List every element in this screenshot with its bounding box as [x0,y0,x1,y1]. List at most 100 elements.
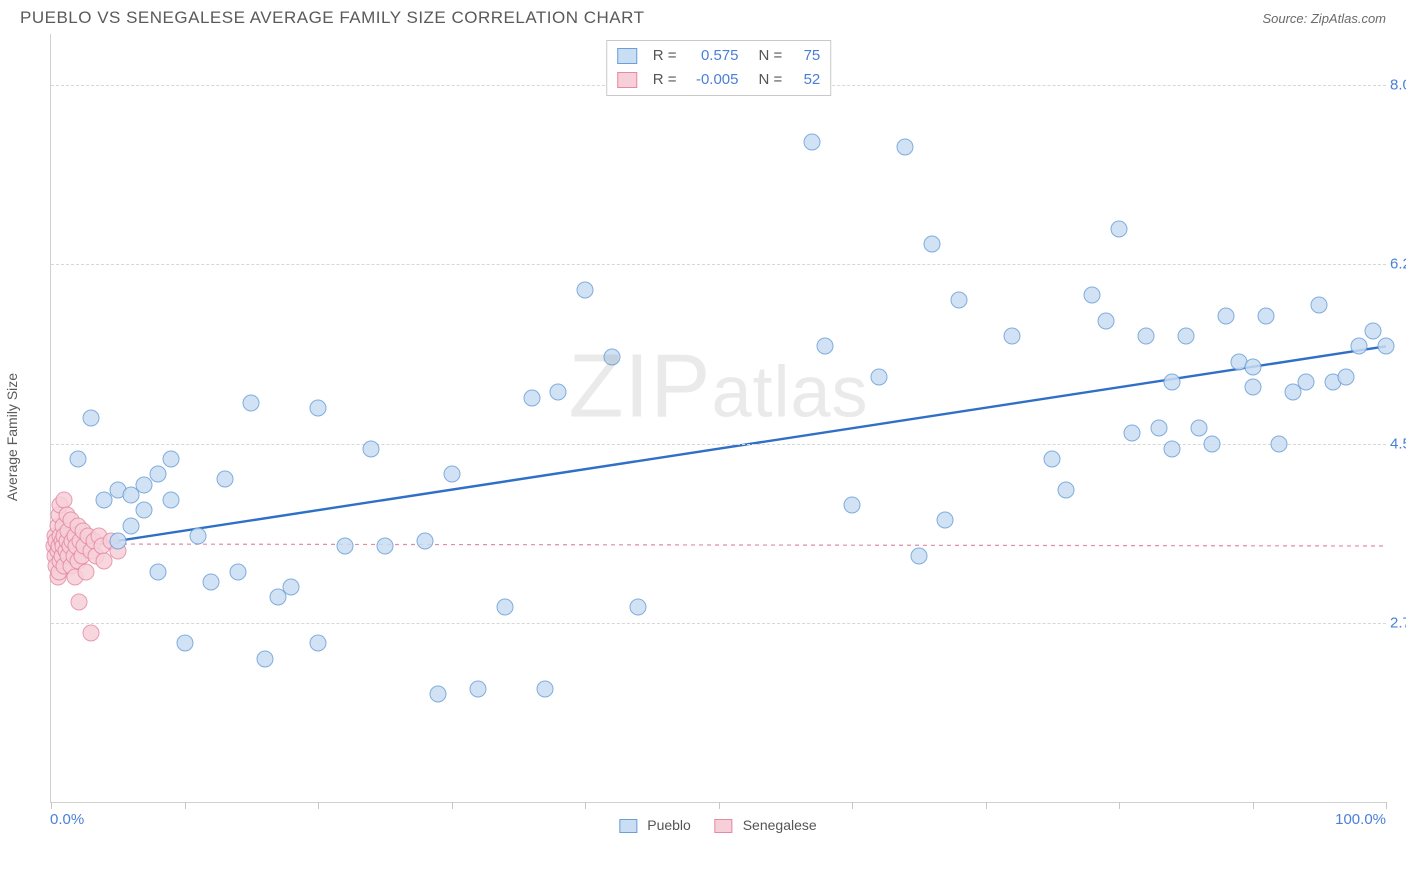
scatter-point [1177,328,1194,345]
scatter-point [243,394,260,411]
scatter-point [163,450,180,467]
y-tick-label: 2.75 [1390,614,1406,631]
swatch-pueblo [617,48,637,64]
legend-label-senegalese: Senegalese [743,817,817,833]
scatter-point [1244,379,1261,396]
scatter-point [496,599,513,616]
x-tick [719,802,720,809]
scatter-point [844,497,861,514]
legend-item-senegalese: Senegalese [715,817,817,833]
scatter-point [910,548,927,565]
scatter-point [870,369,887,386]
scatter-point [310,635,327,652]
scatter-point [1337,369,1354,386]
scatter-point [1004,328,1021,345]
scatter-point [630,599,647,616]
n-value-senegalese: 52 [792,68,820,92]
r-value-senegalese: -0.005 [687,68,739,92]
r-value-pueblo: 0.575 [687,44,739,68]
scatter-point [536,681,553,698]
scatter-point [149,563,166,580]
y-tick-label: 6.25 [1390,256,1406,273]
scatter-point [216,471,233,488]
scatter-point [1364,322,1381,339]
scatter-point [1111,220,1128,237]
legend-swatch-senegalese [715,819,733,833]
y-tick-label: 4.50 [1390,435,1406,452]
n-label: N = [759,68,783,92]
legend-swatch-pueblo [619,819,637,833]
scatter-point [950,292,967,309]
chart-area: Average Family Size ZIPatlas R = 0.575 N… [50,34,1386,839]
x-tick [185,802,186,809]
scatter-point [71,594,88,611]
scatter-point [550,384,567,401]
scatter-point [577,282,594,299]
stats-row-pueblo: R = 0.575 N = 75 [617,44,821,68]
scatter-point [1191,420,1208,437]
x-tick [51,802,52,809]
scatter-point [1084,287,1101,304]
gridline-h [51,623,1386,624]
scatter-point [1244,358,1261,375]
scatter-point [176,635,193,652]
scatter-point [1164,374,1181,391]
scatter-point [443,466,460,483]
swatch-senegalese [617,72,637,88]
scatter-point [1124,425,1141,442]
x-max-label: 100.0% [1335,811,1386,828]
scatter-point [77,563,94,580]
scatter-point [123,517,140,534]
trend-line [51,544,1386,546]
x-tick [318,802,319,809]
scatter-point [336,538,353,555]
n-label: N = [759,44,783,68]
scatter-point [1097,312,1114,329]
legend-bottom: Pueblo Senegalese [619,817,816,833]
scatter-point [1044,450,1061,467]
scatter-point [109,532,126,549]
scatter-point [416,532,433,549]
scatter-point [1151,420,1168,437]
scatter-point [897,138,914,155]
scatter-point [1217,307,1234,324]
scatter-point [363,440,380,457]
legend-label-pueblo: Pueblo [647,817,691,833]
scatter-point [83,410,100,427]
gridline-h [51,444,1386,445]
scatter-point [470,681,487,698]
y-axis-label: Average Family Size [4,372,20,500]
y-tick-label: 8.00 [1390,77,1406,94]
gridline-h [51,264,1386,265]
correlation-stats-box: R = 0.575 N = 75 R = -0.005 N = 52 [606,40,832,96]
scatter-point [69,450,86,467]
scatter-point [924,235,941,252]
scatter-point [149,466,166,483]
r-label: R = [653,68,677,92]
x-tick [1386,802,1387,809]
scatter-point [83,625,100,642]
scatter-point [1311,297,1328,314]
x-min-label: 0.0% [50,811,84,828]
watermark: ZIPatlas [568,336,868,439]
r-label: R = [653,44,677,68]
scatter-point [56,491,73,508]
scatter-point [1271,435,1288,452]
scatter-point [203,573,220,590]
scatter-point [163,491,180,508]
scatter-point [523,389,540,406]
scatter-point [1257,307,1274,324]
x-tick [452,802,453,809]
chart-title: PUEBLO VS SENEGALESE AVERAGE FAMILY SIZE… [20,8,645,28]
x-tick [1253,802,1254,809]
scatter-point [1378,338,1395,355]
plot-region: ZIPatlas R = 0.575 N = 75 R = -0.005 N =… [50,34,1386,803]
scatter-point [803,133,820,150]
scatter-point [1057,481,1074,498]
scatter-point [1297,374,1314,391]
scatter-point [376,538,393,555]
n-value-pueblo: 75 [792,44,820,68]
legend-item-pueblo: Pueblo [619,817,690,833]
x-tick [852,802,853,809]
stats-row-senegalese: R = -0.005 N = 52 [617,68,821,92]
